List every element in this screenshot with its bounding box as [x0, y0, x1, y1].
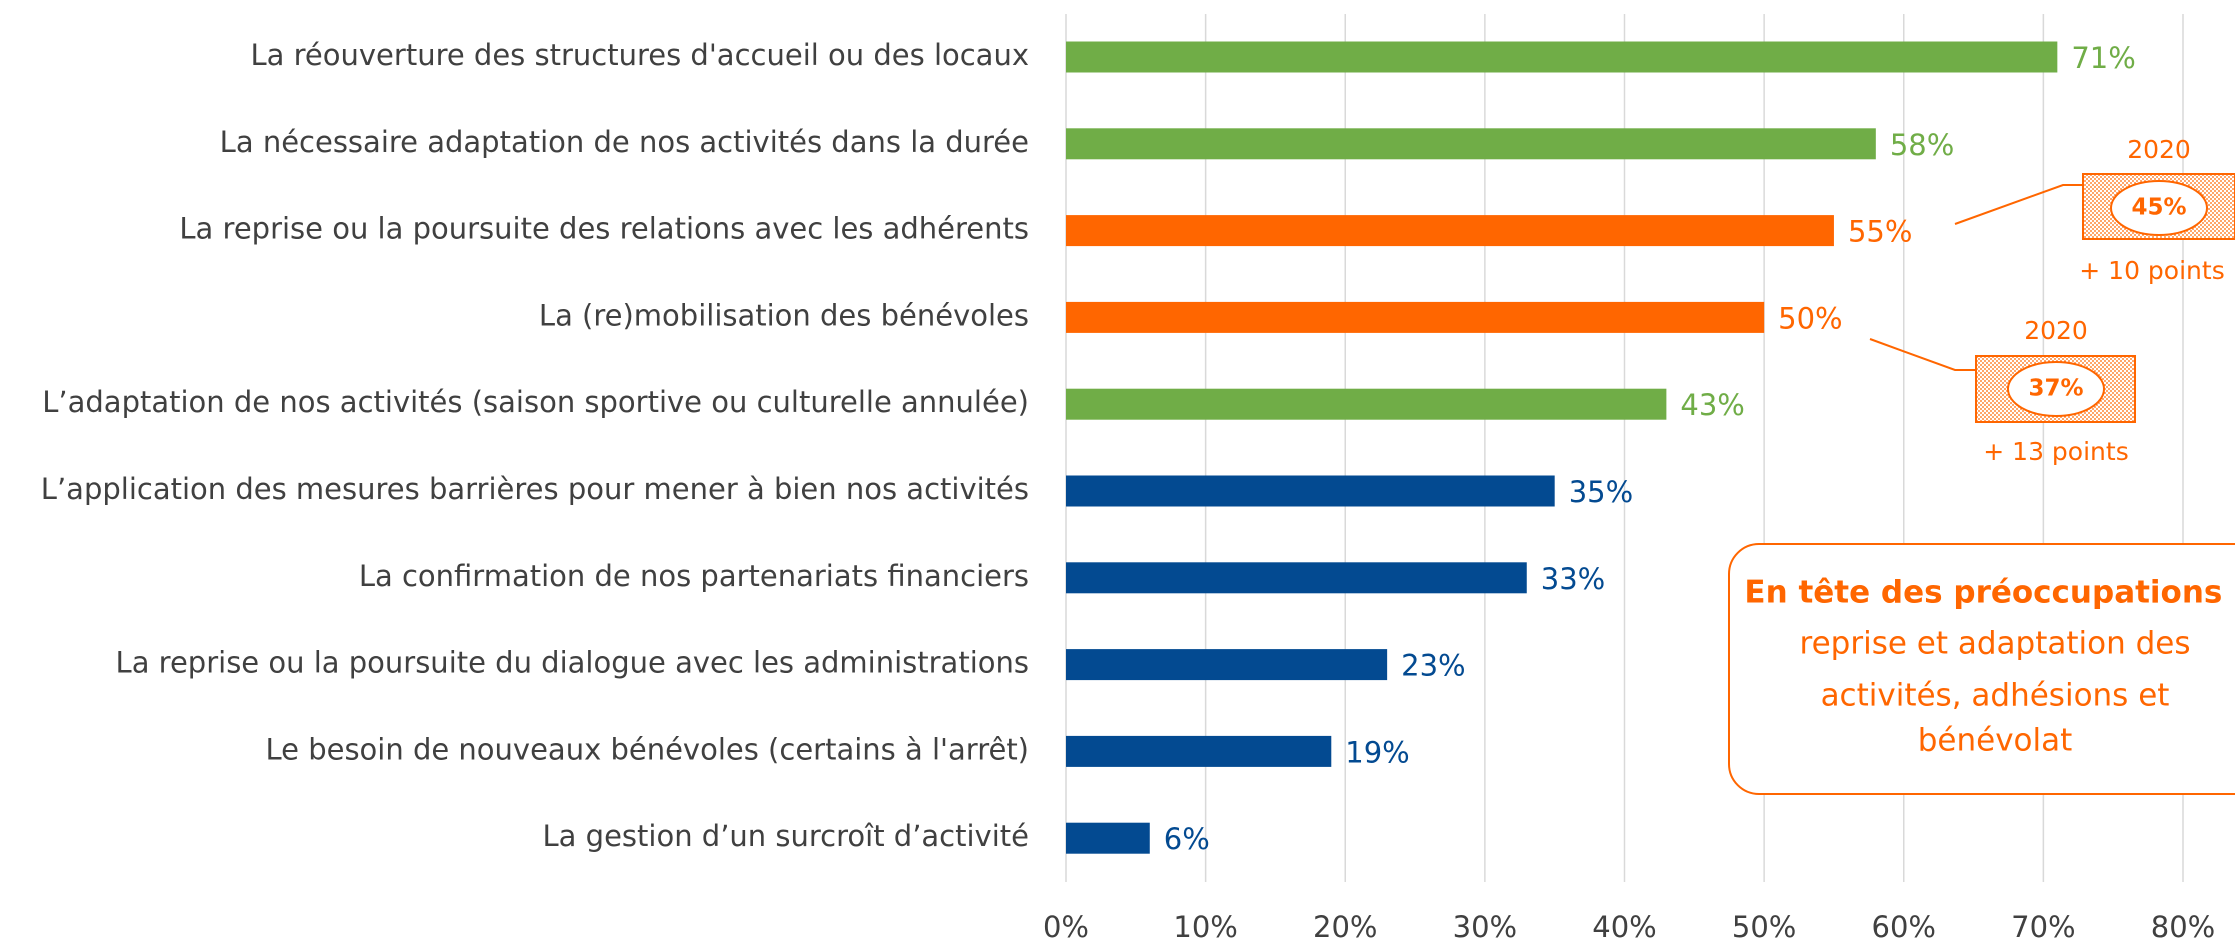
bar — [1066, 215, 1834, 247]
bars — [1066, 41, 2058, 854]
x-tick-label: 10% — [1173, 910, 1237, 943]
value-label: 71% — [2071, 41, 2135, 75]
callout-change: + 10 points — [2079, 256, 2224, 285]
category-label: La reprise ou la poursuite du dialogue a… — [116, 646, 1029, 680]
note-title: En tête des préoccupations : — [1744, 575, 2235, 611]
bar — [1066, 822, 1150, 854]
category-label: La reprise ou la poursuite des relations… — [179, 212, 1029, 246]
callout-change: + 13 points — [1983, 437, 2128, 466]
callout-year: 2020 — [2127, 135, 2191, 164]
x-tick-label: 30% — [1453, 910, 1517, 943]
bar — [1066, 128, 1876, 160]
callout-ellipse — [2110, 180, 2208, 236]
category-label: La (re)mobilisation des bénévoles — [539, 298, 1029, 332]
category-label: La gestion d’un surcroît d’activité — [543, 819, 1029, 853]
x-tick-label: 20% — [1313, 910, 1377, 943]
x-tick-label: 50% — [1732, 910, 1796, 943]
bar — [1066, 649, 1388, 681]
x-tick-label: 70% — [2011, 910, 2075, 943]
bar — [1066, 735, 1332, 767]
value-label: 19% — [1345, 735, 1409, 769]
category-label: La nécessaire adaptation de nos activité… — [220, 125, 1029, 159]
callout-value: 45% — [2131, 195, 2186, 221]
bar — [1066, 41, 2058, 73]
callout-line — [1869, 338, 1976, 371]
value-label: 55% — [1848, 215, 1912, 249]
x-tick-label: 0% — [1043, 910, 1089, 943]
x-tick-label: 60% — [1872, 910, 1936, 943]
value-label: 23% — [1401, 649, 1465, 683]
category-label: L’adaptation de nos activités (saison sp… — [42, 385, 1029, 419]
category-label: La réouverture des structures d'accueil … — [251, 38, 1030, 72]
value-label: 33% — [1541, 562, 1605, 596]
note-box — [1728, 543, 2235, 795]
bar — [1066, 562, 1527, 594]
category-label: L’application des mesures barrières pour… — [41, 472, 1029, 506]
value-label: 35% — [1569, 475, 1633, 509]
callout-ellipse — [2007, 361, 2105, 417]
note-line: activités, adhésions et — [1821, 678, 2170, 714]
value-label: 58% — [1890, 128, 1954, 162]
bar — [1066, 301, 1765, 333]
callout-line — [1954, 184, 2083, 225]
value-label: 43% — [1680, 388, 1744, 422]
value-label: 50% — [1778, 301, 1842, 335]
callout-year: 2020 — [2024, 316, 2088, 345]
bar — [1066, 388, 1667, 420]
category-label: La confirmation de nos partenariats fina… — [359, 559, 1029, 593]
value-label: 6% — [1164, 822, 1210, 856]
note-line: reprise et adaptation des — [1800, 626, 2191, 662]
x-tick-label: 40% — [1592, 910, 1656, 943]
x-tick-label: 80% — [2151, 910, 2215, 943]
callout-value: 37% — [2028, 376, 2083, 402]
category-label: Le besoin de nouveaux bénévoles (certain… — [265, 732, 1029, 766]
bar — [1066, 475, 1555, 507]
note-line: bénévolat — [1918, 723, 2073, 759]
